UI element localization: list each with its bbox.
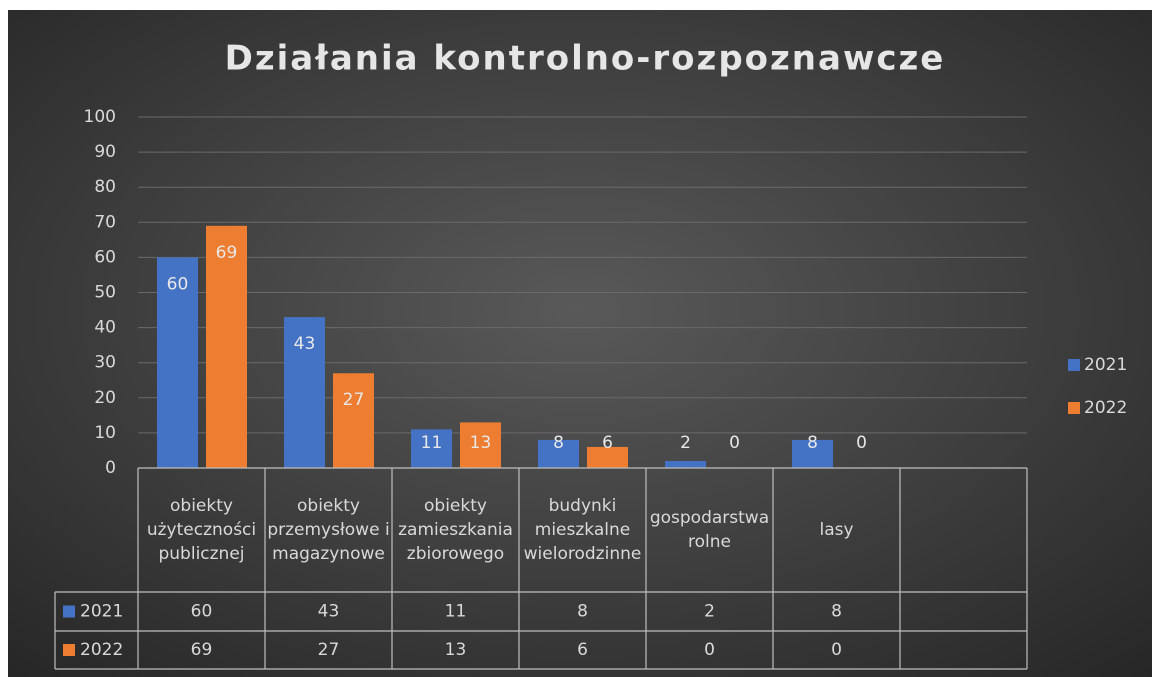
y-tick-label: 60 (94, 247, 116, 267)
chart-title: Działania kontrolno-rozpoznawcze (225, 39, 946, 79)
data-label: 0 (729, 433, 740, 453)
data-label: 0 (856, 433, 867, 453)
table-row-label: 2022 (80, 640, 123, 660)
y-tick-label: 70 (94, 212, 116, 232)
y-tick-label: 0 (105, 458, 116, 478)
y-tick-label: 30 (94, 353, 116, 373)
bar (157, 257, 198, 468)
table-legend-swatch (63, 644, 75, 656)
table-row-label: 2021 (80, 602, 123, 622)
x-tick-label: obiekty zamieszkania zbiorowego (398, 496, 513, 564)
bar (206, 225, 247, 468)
y-tick-label: 80 (94, 177, 116, 197)
legend-swatch (1068, 402, 1080, 414)
table-value: 8 (577, 602, 588, 622)
table-value: 11 (445, 602, 467, 622)
data-label: 6 (602, 433, 613, 453)
y-tick-label: 10 (94, 423, 116, 443)
bar (460, 422, 501, 468)
table-value: 6 (577, 640, 588, 660)
data-label: 8 (553, 433, 564, 453)
data-label: 27 (343, 390, 365, 410)
legend-label: 2022 (1084, 398, 1127, 418)
table-value: 27 (318, 640, 340, 660)
x-category-cell: obiekty przemysłowe i magazynowe (267, 496, 390, 564)
data-label: 43 (294, 334, 316, 354)
bar (284, 317, 325, 468)
data-label: 8 (807, 433, 818, 453)
x-tick-label: obiekty przemysłowe i magazynowe (267, 496, 390, 564)
x-tick-label: obiekty użyteczności publicznej (146, 496, 257, 564)
x-category-cell (900, 468, 1027, 592)
x-tick-label: gospodarstwa rolne (649, 508, 770, 552)
data-label: 69 (216, 243, 238, 263)
data-label: 11 (421, 433, 443, 453)
y-tick-label: 50 (94, 283, 116, 303)
x-category-cell: lasy (819, 520, 854, 540)
x-category-cell: gospodarstwa rolne (649, 508, 770, 552)
table-value: 69 (191, 640, 213, 660)
bar (333, 373, 374, 468)
y-tick-label: 100 (84, 107, 116, 127)
bar (411, 429, 452, 468)
table-value: 0 (704, 640, 715, 660)
table-value: 8 (831, 602, 842, 622)
chart-background (8, 10, 1152, 677)
bar (665, 460, 706, 468)
bar (587, 446, 628, 468)
x-tick-label: lasy (819, 520, 854, 540)
legend-swatch (1068, 359, 1080, 371)
data-label: 60 (167, 274, 189, 294)
x-category-cell: budynki mieszkalne wielorodzinne (523, 496, 642, 564)
legend-label: 2021 (1084, 355, 1127, 375)
table-value: 43 (318, 602, 340, 622)
y-tick-label: 90 (94, 142, 116, 162)
table-value: 0 (831, 640, 842, 660)
x-category-cell: obiekty użyteczności publicznej (146, 496, 257, 564)
data-label: 2 (680, 433, 691, 453)
x-tick-label: budynki mieszkalne wielorodzinne (523, 496, 642, 564)
table-value: 60 (191, 602, 213, 622)
table-legend-swatch (63, 605, 75, 618)
bar (792, 439, 833, 468)
y-tick-label: 40 (94, 318, 116, 338)
table-value: 2 (704, 602, 715, 622)
table-value: 13 (445, 640, 467, 660)
data-label: 13 (470, 433, 492, 453)
y-tick-label: 20 (94, 388, 116, 408)
x-tick-label (900, 468, 1027, 592)
x-category-cell: obiekty zamieszkania zbiorowego (398, 496, 513, 564)
bar (538, 439, 579, 468)
